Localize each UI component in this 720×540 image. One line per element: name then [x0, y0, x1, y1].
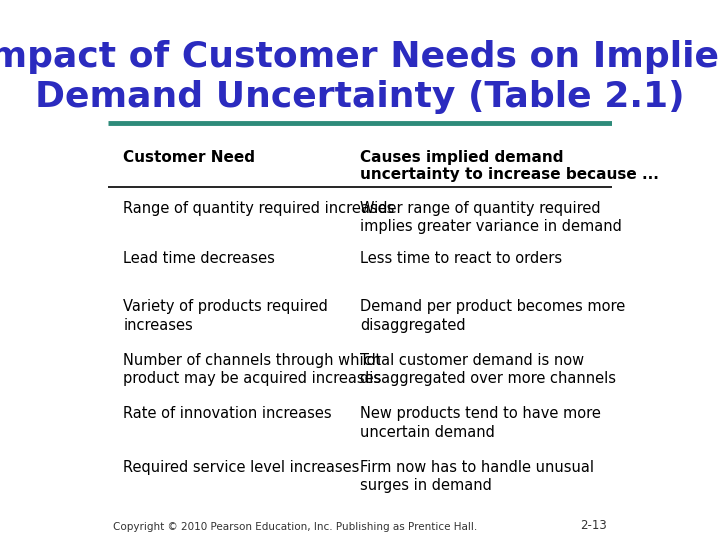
- Text: Firm now has to handle unusual
surges in demand: Firm now has to handle unusual surges in…: [360, 460, 594, 494]
- Text: Impact of Customer Needs on Implied
Demand Uncertainty (Table 2.1): Impact of Customer Needs on Implied Dema…: [0, 40, 720, 113]
- Text: Variety of products required
increases: Variety of products required increases: [123, 299, 328, 333]
- Text: Wider range of quantity required
implies greater variance in demand: Wider range of quantity required implies…: [360, 200, 622, 234]
- Text: Demand per product becomes more
disaggregated: Demand per product becomes more disaggre…: [360, 299, 625, 333]
- Text: Copyright © 2010 Pearson Education, Inc. Publishing as Prentice Hall.: Copyright © 2010 Pearson Education, Inc.…: [113, 522, 477, 532]
- Text: Causes implied demand
uncertainty to increase because ...: Causes implied demand uncertainty to inc…: [360, 150, 659, 182]
- Text: Lead time decreases: Lead time decreases: [123, 251, 275, 266]
- Text: 2-13: 2-13: [580, 519, 607, 532]
- Text: Less time to react to orders: Less time to react to orders: [360, 251, 562, 266]
- Text: New products tend to have more
uncertain demand: New products tend to have more uncertain…: [360, 406, 601, 440]
- Text: Number of channels through which
product may be acquired increases: Number of channels through which product…: [123, 353, 382, 387]
- Text: Range of quantity required increases: Range of quantity required increases: [123, 200, 395, 215]
- Text: Required service level increases: Required service level increases: [123, 460, 360, 475]
- Text: Customer Need: Customer Need: [123, 150, 256, 165]
- Text: Rate of innovation increases: Rate of innovation increases: [123, 406, 332, 421]
- Text: Total customer demand is now
disaggregated over more channels: Total customer demand is now disaggregat…: [360, 353, 616, 387]
